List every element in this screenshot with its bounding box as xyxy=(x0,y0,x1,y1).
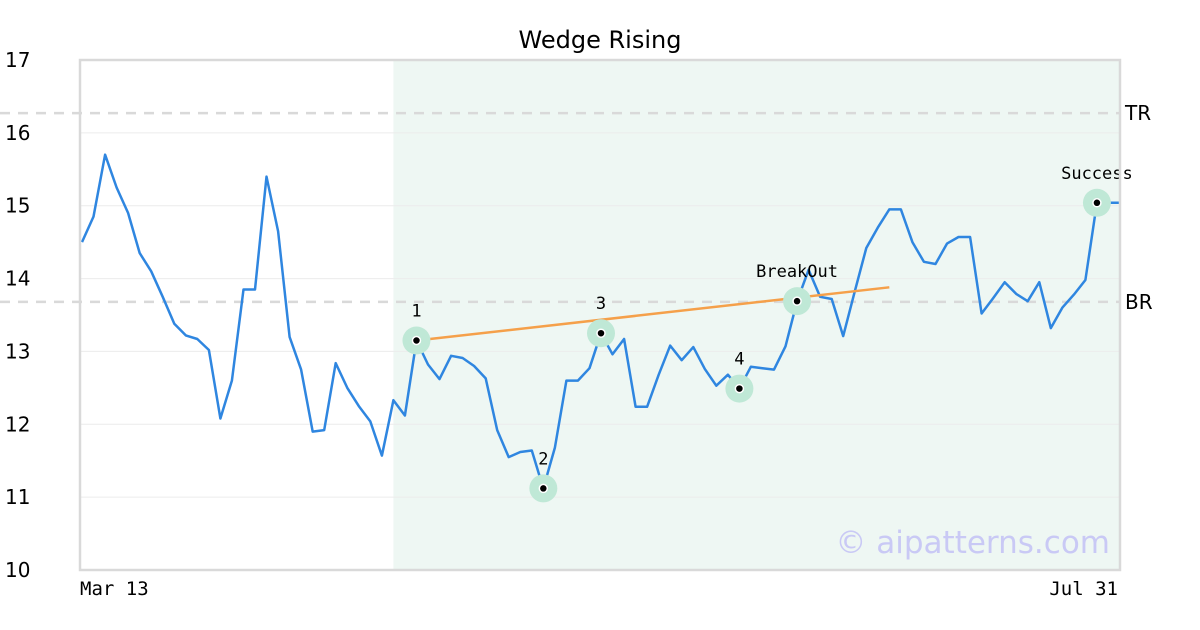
watermark: © aipatterns.com xyxy=(835,525,1110,561)
point-label-4: 4 xyxy=(734,350,744,370)
chart-title: Wedge Rising xyxy=(519,26,682,54)
x-tick-label-end: Jul 31 xyxy=(1049,578,1118,600)
point-marker-1 xyxy=(411,335,422,346)
plot-frame-layer xyxy=(78,58,1122,572)
point-marker-success xyxy=(1092,198,1102,208)
y-tick-label: 10 xyxy=(5,558,30,582)
reference-line-layer: TR BR xyxy=(0,101,1153,314)
y-tick-label: 15 xyxy=(5,194,30,218)
y-tick-label: 11 xyxy=(5,485,30,509)
y-tick-label: 14 xyxy=(5,267,30,291)
y-tick-label: 17 xyxy=(5,48,30,72)
pattern-zone-layer xyxy=(393,60,1120,570)
point-label-breakout: BreakOut xyxy=(756,262,838,282)
point-marker-4 xyxy=(734,383,745,394)
point-label-2: 2 xyxy=(538,449,548,469)
y-tick-label: 13 xyxy=(5,339,30,363)
trendline xyxy=(416,286,890,342)
point-marker-breakout xyxy=(792,296,802,306)
y-tick-label: 12 xyxy=(5,412,30,436)
pattern-zone xyxy=(393,60,1120,570)
reference-label-br: BR xyxy=(1125,290,1153,314)
point-label-success: Success xyxy=(1061,164,1133,184)
point-marker-2 xyxy=(538,483,549,494)
point-marker-3 xyxy=(596,328,606,338)
pattern-point-layer: 1 2 3 4 BreakOut Success xyxy=(402,164,1133,503)
point-label-3: 3 xyxy=(596,294,606,314)
point-label-1: 1 xyxy=(411,302,421,322)
trendline-layer xyxy=(416,286,890,342)
reference-label-tr: TR xyxy=(1124,101,1151,125)
x-tick-label-start: Mar 13 xyxy=(80,578,149,600)
gridline-layer xyxy=(80,132,1120,498)
y-tick-label: 16 xyxy=(5,121,30,145)
plot-frame xyxy=(78,58,1122,572)
